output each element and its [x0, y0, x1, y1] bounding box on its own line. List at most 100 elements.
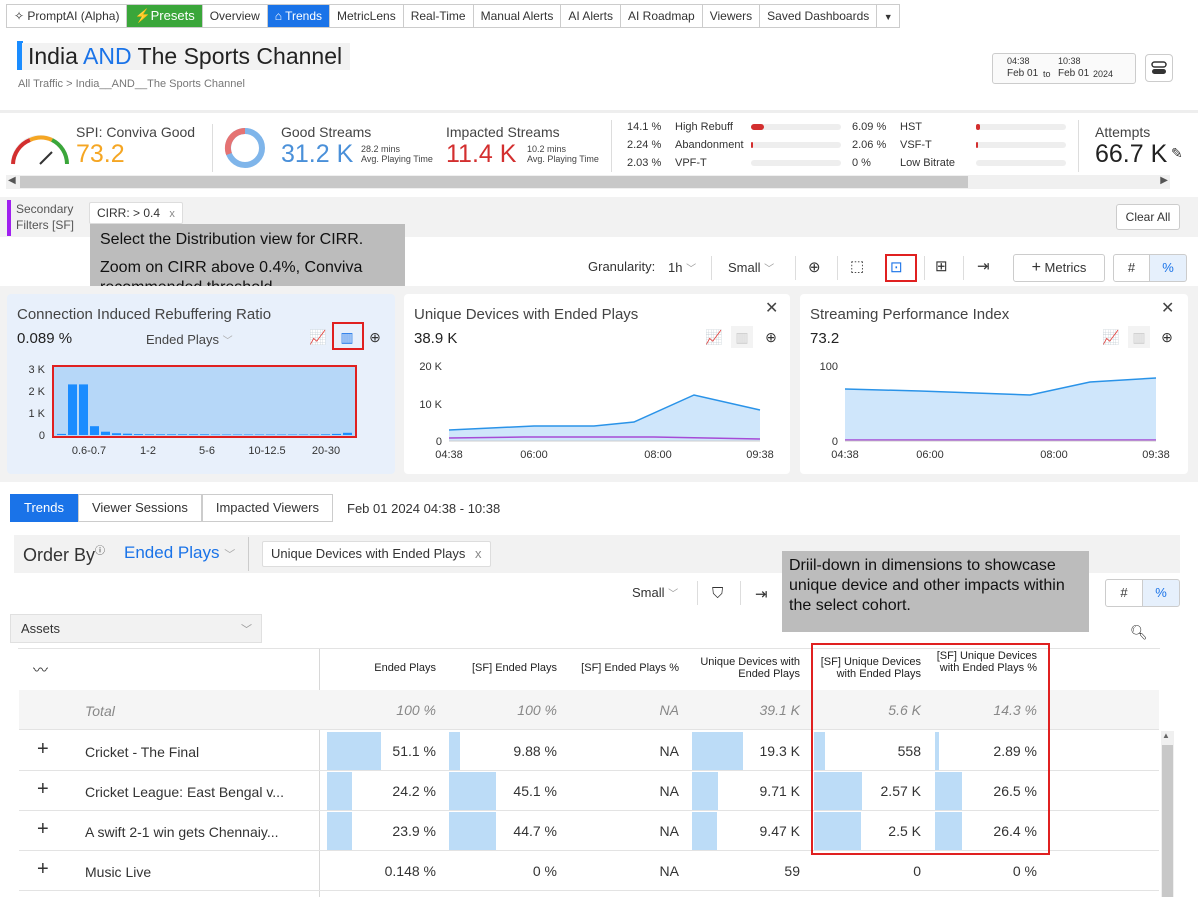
cirr-distribution-chart: 3 K 2 K 1 K 0 0.6-0.7 1-2 5-6 10-12.5 20-30	[28, 364, 357, 457]
clear-all-button[interactable]: Clear All	[1116, 204, 1180, 230]
tab-trends[interactable]: ⌂ Trends	[266, 4, 330, 28]
tab-overview[interactable]: Overview	[201, 4, 267, 28]
orderby-divider	[248, 537, 249, 571]
spi-chart: 100 004:38 06:00 08:00 09:38	[820, 361, 1170, 461]
tab-impacted-viewers[interactable]: Impacted Viewers	[201, 494, 333, 522]
scroll-left-icon[interactable]: ◀	[8, 175, 16, 186]
expand-icon[interactable]: +	[37, 858, 49, 880]
line-chart-icon[interactable]: 📈	[309, 329, 327, 345]
table-row[interactable]: + Cricket - The Final 51.1 % 9.88 % NA 19.3 K…	[19, 731, 1159, 771]
tab-ai-alerts[interactable]: AI Alerts	[560, 4, 620, 28]
expand-icon[interactable]: +	[37, 738, 49, 760]
distribution-icon[interactable]: ▥	[731, 326, 753, 348]
line-chart-icon[interactable]: 📈	[1102, 329, 1120, 345]
table-cell: 19.3 K	[692, 731, 800, 771]
zoom-icon[interactable]: ⊕	[369, 329, 381, 345]
filter-icon[interactable]: ⛉	[712, 585, 724, 602]
histogram-bar	[101, 431, 110, 435]
percent-mode-button[interactable]: %	[1149, 254, 1187, 282]
chart-size-select[interactable]: Small ﹀	[728, 260, 775, 275]
tab-real-time[interactable]: Real-Time	[402, 4, 473, 28]
tab-viewers[interactable]: Viewers	[701, 4, 760, 28]
tab-manual-alerts[interactable]: Manual Alerts	[472, 4, 561, 28]
metric-select[interactable]: Ended Plays ﹀	[146, 332, 233, 347]
kpi-horizontal-scrollbar[interactable]: ◀ ▶	[6, 175, 1170, 189]
export-icon[interactable]: ⇥	[755, 586, 768, 603]
area-fill	[845, 378, 1156, 441]
distribution-zoom-icon[interactable]: ⊡	[890, 259, 903, 276]
mini-metric-name[interactable]: High Rebuff	[675, 121, 733, 133]
table-size-select[interactable]: Small ﹀	[632, 585, 679, 600]
select-area-icon[interactable]: ⬚	[850, 258, 865, 275]
order-by-select[interactable]: Ended Plays ﹀	[124, 543, 236, 562]
expand-icon[interactable]: +	[37, 778, 49, 800]
mini-metric-name[interactable]: HST	[900, 121, 922, 133]
count-mode-button[interactable]: #	[1113, 254, 1150, 282]
column-header[interactable]: [SF] Ended Plays %	[581, 662, 679, 674]
column-header[interactable]: [SF] Unique Devices with Ended Plays	[820, 656, 921, 680]
tab-presets[interactable]: ⚡Presets	[126, 4, 202, 28]
histogram-bar	[145, 434, 154, 435]
table-cell: 59	[784, 863, 800, 879]
trend-icon[interactable]: 〰	[33, 662, 49, 679]
distribution-icon[interactable]: ▥	[1128, 326, 1150, 348]
zoom-icon[interactable]: ⊕	[1161, 329, 1173, 345]
zoom-icon[interactable]: ⊕	[765, 329, 777, 345]
zoom-icon[interactable]: ⊕	[808, 259, 821, 276]
granularity-select[interactable]: 1h ﹀	[668, 260, 697, 275]
filter-chip-cirr[interactable]: CIRR: > 0.4 x	[89, 202, 183, 224]
distribution-icon[interactable]: ▥	[340, 329, 354, 345]
table-total-row[interactable]: Total 100 % 100 % NA 39.1 K 5.6 K 14.3 %	[19, 690, 1159, 730]
table-vertical-scrollbar[interactable]: ▲	[1161, 731, 1174, 897]
mini-metric-name[interactable]: VPF-T	[675, 157, 707, 169]
export-icon[interactable]: ⇥	[977, 258, 990, 275]
mini-metric-bar	[751, 142, 841, 148]
tab-saved-dashboards[interactable]: Saved Dashboards	[759, 4, 877, 28]
column-header[interactable]: Ended Plays	[374, 662, 436, 674]
scroll-up-icon[interactable]: ▲	[1162, 731, 1170, 740]
column-header[interactable]: Unique Devices with Ended Plays	[700, 656, 800, 680]
chart-card-spi[interactable]: Streaming Performance Index 73.2 ✕ 📈 ▥ ⊕…	[800, 294, 1188, 474]
mini-metric-name[interactable]: Low Bitrate	[900, 157, 956, 169]
time-range-label: Feb 01 2024 04:38 - 10:38	[347, 501, 501, 516]
search-icon[interactable]: 🔍︎	[1130, 624, 1148, 640]
mini-metric-name[interactable]: Abandonment	[675, 139, 744, 151]
column-header[interactable]: [SF] Unique Devices with Ended Plays %	[936, 650, 1037, 674]
unique-devices-chart: 20 K 10 K 004:38 06:00 08:00 09:38	[419, 361, 773, 461]
expand-icon[interactable]: +	[37, 818, 49, 840]
close-icon[interactable]: ✕	[765, 300, 779, 317]
tab-viewer-sessions[interactable]: Viewer Sessions	[77, 494, 202, 522]
chart-card-cirr[interactable]: Connection Induced Rebuffering Ratio 0.0…	[7, 294, 395, 474]
table-row[interactable]: + A swift 2-1 win gets Chennaiy... 23.9 % 4…	[19, 811, 1159, 851]
tab-trends-sub[interactable]: Trends	[10, 494, 78, 522]
more-tabs-dropdown[interactable]: ▼	[876, 4, 901, 28]
metric-chip[interactable]: Unique Devices with Ended Plays x	[262, 541, 491, 567]
line-chart-icon[interactable]: 📈	[705, 329, 723, 345]
mini-metric-bar	[976, 142, 1066, 148]
tab-metriclens[interactable]: MetricLens	[329, 4, 403, 28]
count-mode-button[interactable]: #	[1105, 579, 1143, 607]
edit-icon[interactable]: ✎	[1171, 145, 1183, 161]
chevron-down-icon: ﹀	[224, 549, 236, 561]
table-cell: 0.148 %	[384, 863, 436, 879]
close-icon[interactable]: ✕	[1161, 300, 1175, 317]
scroll-thumb[interactable]	[20, 176, 968, 188]
table-row[interactable]: + Music Live 0.148 % 0 % NA 59 0 0 %	[19, 851, 1159, 891]
mini-metric-name[interactable]: VSF-T	[900, 139, 932, 151]
close-icon[interactable]: x	[169, 208, 175, 220]
close-icon[interactable]: x	[475, 546, 482, 561]
tab-ai-roadmap[interactable]: AI Roadmap	[620, 4, 702, 28]
column-header[interactable]: [SF] Ended Plays	[472, 662, 557, 674]
add-metrics-button[interactable]: + Metrics	[1013, 254, 1105, 282]
dimension-select[interactable]: Assets ﹀	[10, 614, 262, 643]
table-row[interactable]: + Cricket League: East Bengal v... 24.2 % 4…	[19, 771, 1159, 811]
scroll-right-icon[interactable]: ▶	[1160, 175, 1168, 186]
add-chart-icon[interactable]: ⊞	[935, 258, 948, 275]
settings-toggle-button[interactable]	[1145, 54, 1173, 82]
chart-card-unique-devices[interactable]: Unique Devices with Ended Plays 38.9 K ✕…	[404, 294, 790, 474]
scroll-thumb[interactable]	[1162, 745, 1173, 897]
percent-mode-button[interactable]: %	[1142, 579, 1180, 607]
breadcrumb[interactable]: All Traffic > India__AND__The Sports Cha…	[18, 78, 245, 90]
date-range-picker[interactable]: 04:38 Feb 01 to 10:38 Feb 01 2024	[992, 53, 1136, 84]
promptai-tab[interactable]: ✧ PromptAI (Alpha)	[6, 4, 127, 28]
